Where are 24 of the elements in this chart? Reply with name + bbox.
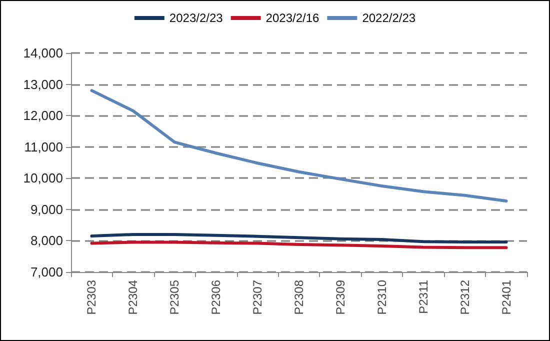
x-tick-label: P2308: [292, 280, 306, 315]
x-tick-label: P2304: [126, 280, 140, 315]
y-tick-label: 13,000: [23, 76, 63, 92]
x-tick-label: P2401: [499, 280, 514, 315]
x-tick-label: P2312: [458, 280, 472, 315]
x-tick-label: P2306: [209, 280, 224, 315]
line-series: [90, 232, 508, 244]
y-tick-label: 9,000: [30, 202, 63, 217]
x-tick-label: P2311: [416, 280, 430, 314]
x-tick-label: P2307: [250, 280, 265, 315]
line-series: [90, 89, 508, 202]
y-tick-label: 8,000: [30, 233, 63, 248]
x-tick-label: P2310: [374, 280, 389, 315]
y-tick-label: 12,000: [23, 108, 63, 124]
y-tick-label: 10,000: [23, 170, 63, 186]
x-tick-label: P2305: [168, 280, 182, 315]
y-tick-label: 11,000: [24, 139, 63, 154]
legend-label: 2023/2/16: [266, 11, 320, 25]
y-tick-label: 14,000: [23, 46, 63, 60]
y-tick-label: 7,000: [30, 264, 63, 280]
legend-label: 2023/2/23: [169, 11, 224, 25]
x-tick-label: P2303: [84, 280, 99, 315]
x-tick-label: P2309: [333, 280, 348, 315]
legend-label: 2022/2/23: [362, 11, 416, 25]
